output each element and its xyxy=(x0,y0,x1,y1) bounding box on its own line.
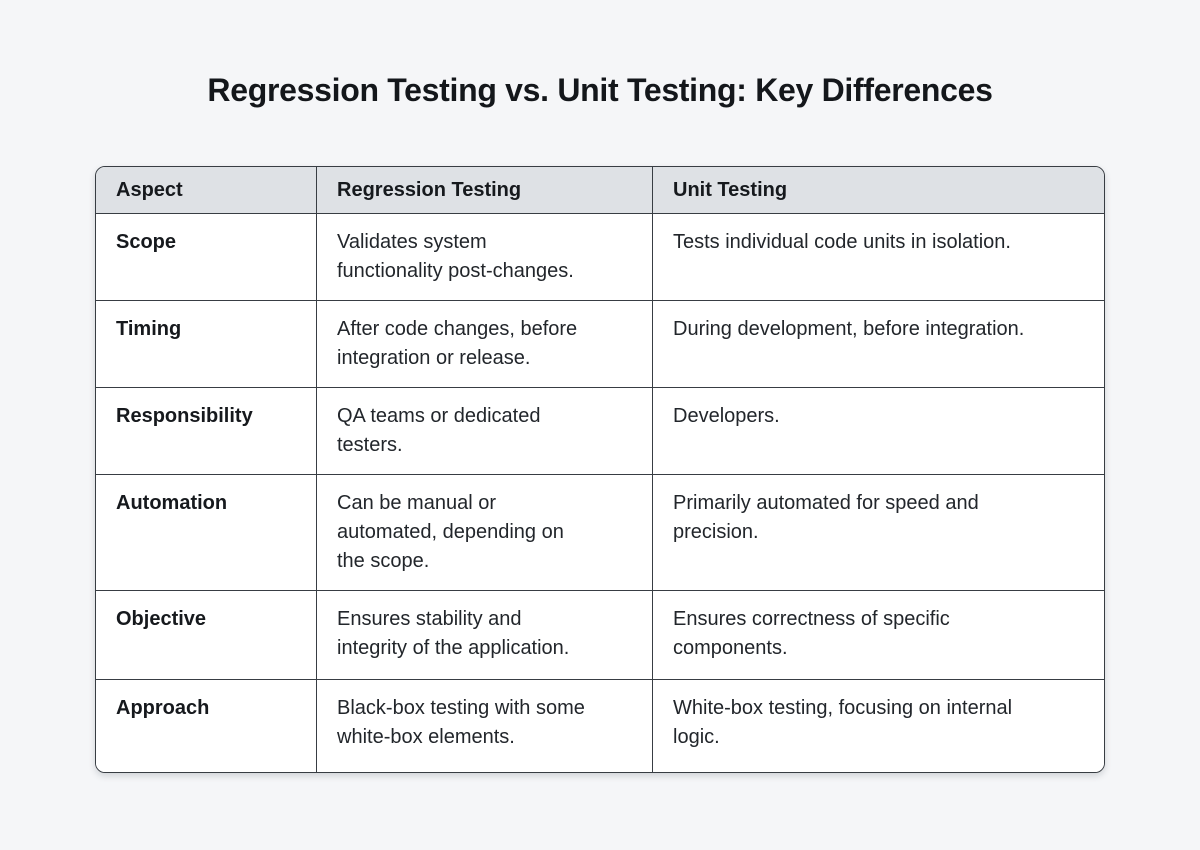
regression-cell: QA teams or dedicated testers. xyxy=(317,388,653,475)
regression-cell: Black-box testing with some white-box el… xyxy=(317,680,653,772)
regression-cell: Can be manual or automated, depending on… xyxy=(317,475,653,591)
table-row-automation: Automation Can be manual or automated, d… xyxy=(96,475,1104,591)
table-row-scope: Scope Validates system functionality pos… xyxy=(96,214,1104,301)
comparison-table-card: Aspect Regression Testing Unit Testing S… xyxy=(95,166,1105,773)
unit-cell: Tests individual code units in isolation… xyxy=(653,214,1104,301)
table-row-objective: Objective Ensures stability and integrit… xyxy=(96,591,1104,680)
header-cell-aspect: Aspect xyxy=(96,167,317,214)
page-title: Regression Testing vs. Unit Testing: Key… xyxy=(207,72,993,108)
header-cell-unit-testing: Unit Testing xyxy=(653,167,1104,214)
table-row-approach: Approach Black-box testing with some whi… xyxy=(96,680,1104,772)
aspect-label: Objective xyxy=(96,591,317,680)
aspect-label: Timing xyxy=(96,301,317,388)
aspect-label: Scope xyxy=(96,214,317,301)
header-cell-regression-testing: Regression Testing xyxy=(317,167,653,214)
unit-cell: During development, before integration. xyxy=(653,301,1104,388)
unit-cell: Primarily automated for speed and precis… xyxy=(653,475,1104,591)
aspect-label: Automation xyxy=(96,475,317,591)
table-header-row: Aspect Regression Testing Unit Testing xyxy=(96,167,1104,214)
unit-cell: White-box testing, focusing on internal … xyxy=(653,680,1104,772)
unit-cell: Ensures correctness of specific componen… xyxy=(653,591,1104,680)
table-row-responsibility: Responsibility QA teams or dedicated tes… xyxy=(96,388,1104,475)
table-row-timing: Timing After code changes, before integr… xyxy=(96,301,1104,388)
regression-cell: Validates system functionality post-chan… xyxy=(317,214,653,301)
regression-cell: Ensures stability and integrity of the a… xyxy=(317,591,653,680)
aspect-label: Responsibility xyxy=(96,388,317,475)
comparison-table: Aspect Regression Testing Unit Testing S… xyxy=(96,167,1104,772)
aspect-label: Approach xyxy=(96,680,317,772)
unit-cell: Developers. xyxy=(653,388,1104,475)
regression-cell: After code changes, before integration o… xyxy=(317,301,653,388)
